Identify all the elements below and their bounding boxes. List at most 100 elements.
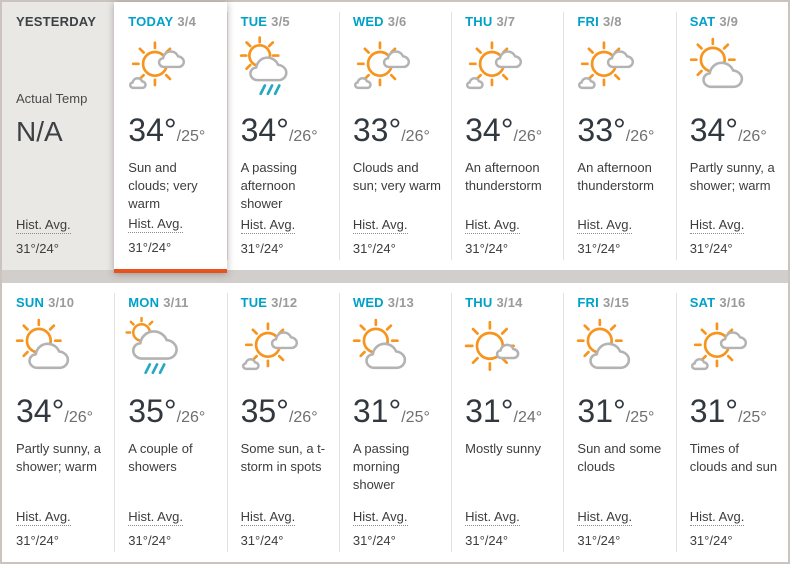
hist-avg-label[interactable]: Hist. Avg. — [128, 509, 183, 526]
forecast-day-card[interactable]: TODAY 3/4 34°/25° Sun and clouds; very wa… — [114, 2, 227, 273]
day-label: SAT — [689, 295, 716, 310]
forecast-description: Partly sunny, a shower; warm — [16, 441, 102, 475]
forecast-description: Clouds and sun; very warm — [352, 160, 441, 194]
hist-avg-label[interactable]: Hist. Avg. — [577, 217, 633, 234]
day-label: SAT — [689, 14, 716, 29]
day-header: WED 3/6 — [353, 14, 443, 29]
hist-avg-label[interactable]: Hist. Avg. — [240, 217, 296, 234]
low-temp: /26° — [288, 409, 318, 426]
high-temp: 34° — [128, 112, 177, 148]
historical-average: Hist. Avg. 31°/24° — [577, 217, 667, 256]
weather-icon — [686, 36, 752, 102]
high-temp: 34° — [465, 112, 514, 148]
historical-average: Hist. Avg. 31°/24° — [352, 217, 443, 256]
weather-icon — [461, 317, 527, 383]
hist-avg-temps: 31°/24° — [465, 533, 509, 548]
day-label: YESTERDAY — [16, 14, 97, 29]
day-header: TUE 3/12 — [241, 295, 331, 310]
weather-icon — [686, 317, 752, 383]
forecast-day-card[interactable]: WED 3/13 31°/25° A passing morning shower… — [338, 283, 451, 562]
forecast-description: A passing morning shower — [352, 441, 410, 493]
forecast-day-card[interactable]: SAT 3/16 31°/25° Times of clouds and sun … — [675, 283, 788, 562]
historical-average: Hist. Avg. 31°/24° — [465, 509, 555, 548]
forecast-description: An afternoon thunderstorm — [577, 160, 654, 194]
date-label: 3/9 — [719, 14, 738, 29]
forecast-day-card[interactable]: TUE 3/12 35°/26° Some sun, a t-storm in s… — [226, 283, 339, 562]
forecast-description: Mostly sunny — [465, 441, 541, 456]
temperature: 31°/25° — [353, 393, 443, 430]
forecast-day-card[interactable]: THU 3/7 34°/26° An afternoon thunderstorm… — [451, 2, 563, 270]
forecast-day-card[interactable]: MON 3/11 35°/26° A couple of showers Hist… — [114, 283, 226, 562]
weather-icon — [349, 317, 415, 383]
hist-avg-label[interactable]: Hist. Avg. — [577, 509, 633, 526]
day-label: THU — [465, 14, 493, 29]
date-label: 3/12 — [271, 295, 298, 310]
forecast-day-card[interactable]: SUN 3/10 34°/26° Partly sunny, a shower; … — [2, 283, 114, 562]
weather-icon-wrap — [124, 317, 218, 391]
high-temp: 34° — [16, 393, 65, 429]
historical-average: Hist. Avg. 31°/24° — [577, 509, 667, 548]
forecast-day-card[interactable]: FRI 3/15 31°/25° Sun and some clouds Hist… — [563, 283, 675, 562]
historical-average: Hist. Avg. 31°/24° — [465, 217, 555, 256]
high-temp: 34° — [240, 112, 289, 148]
date-label: 3/7 — [496, 14, 516, 29]
low-temp: /25° — [401, 409, 430, 426]
yesterday-card: YESTERDAY Actual Temp N/A Hist. Avg. 31°… — [2, 2, 115, 270]
temperature: 34°/26° — [690, 112, 780, 149]
historical-average: Hist. Avg. 31°/24° — [16, 217, 106, 256]
forecast-day-card[interactable]: THU 3/14 31°/24° Mostly sunny Hist. Avg. … — [451, 283, 563, 562]
weather-icon — [573, 317, 639, 383]
low-temp: /25° — [625, 409, 655, 426]
day-label: WED — [352, 14, 384, 29]
day-label: FRI — [577, 295, 599, 310]
weather-icon-wrap — [349, 317, 443, 391]
hist-avg-label[interactable]: Hist. Avg. — [465, 509, 520, 526]
high-temp: 33° — [352, 112, 402, 148]
forecast-description: A passing afternoon shower — [240, 160, 297, 212]
day-header: WED 3/13 — [353, 295, 443, 310]
low-temp: /26° — [401, 128, 430, 145]
low-temp: /26° — [513, 128, 543, 145]
hist-avg-temps: 31°/24° — [465, 241, 509, 256]
hist-avg-temps: 31°/24° — [128, 533, 172, 548]
hist-avg-label[interactable]: Hist. Avg. — [16, 217, 71, 234]
low-temp: /24° — [513, 409, 543, 426]
low-temp: /26° — [288, 128, 318, 145]
date-label: 3/8 — [602, 14, 622, 29]
high-temp: 34° — [689, 112, 739, 148]
hist-avg-label[interactable]: Hist. Avg. — [689, 217, 745, 234]
forecast-day-card[interactable]: TUE 3/5 34°/26° A passing afternoon showe… — [226, 2, 339, 270]
forecast-description: A couple of showers — [128, 441, 193, 475]
hist-avg-label[interactable]: Hist. Avg. — [465, 217, 520, 234]
hist-avg-label[interactable]: Hist. Avg. — [352, 217, 408, 234]
weather-icon-wrap — [349, 36, 443, 110]
day-header: FRI 3/8 — [577, 14, 667, 29]
historical-average: Hist. Avg. 31°/24° — [352, 509, 443, 548]
forecast-description: Some sun, a t-storm in spots — [240, 441, 326, 475]
hist-avg-label[interactable]: Hist. Avg. — [16, 509, 71, 526]
forecast-row-week1: YESTERDAY Actual Temp N/A Hist. Avg. 31°… — [2, 2, 788, 273]
day-header: SAT 3/9 — [690, 14, 780, 29]
day-header: THU 3/14 — [465, 295, 555, 310]
forecast-day-card[interactable]: WED 3/6 33°/26° Clouds and sun; very warm… — [338, 2, 451, 270]
hist-avg-label[interactable]: Hist. Avg. — [240, 509, 296, 526]
day-label: TUE — [240, 295, 268, 310]
forecast-day-card[interactable]: FRI 3/8 33°/26° An afternoon thunderstorm… — [563, 2, 675, 270]
historical-average: Hist. Avg. 31°/24° — [689, 509, 780, 548]
forecast-day-card[interactable]: SAT 3/9 34°/26° Partly sunny, a shower; w… — [675, 2, 788, 270]
day-header: YESTERDAY — [16, 14, 106, 29]
historical-average: Hist. Avg. 31°/24° — [128, 216, 218, 255]
weather-icon-wrap — [461, 317, 555, 391]
hist-avg-label[interactable]: Hist. Avg. — [352, 509, 408, 526]
day-label: MON — [128, 295, 160, 310]
hist-avg-temps: 31°/24° — [16, 241, 59, 256]
day-header: THU 3/7 — [465, 14, 555, 29]
hist-avg-label[interactable]: Hist. Avg. — [689, 509, 745, 526]
day-header: SUN 3/10 — [16, 295, 106, 310]
date-label: 3/11 — [163, 295, 189, 310]
hist-avg-label[interactable]: Hist. Avg. — [128, 216, 183, 233]
weather-icon-wrap — [124, 36, 218, 110]
temperature: 31°/25° — [690, 393, 780, 430]
temperature: 33°/26° — [577, 112, 667, 149]
hist-avg-temps: 31°/24° — [352, 241, 396, 256]
